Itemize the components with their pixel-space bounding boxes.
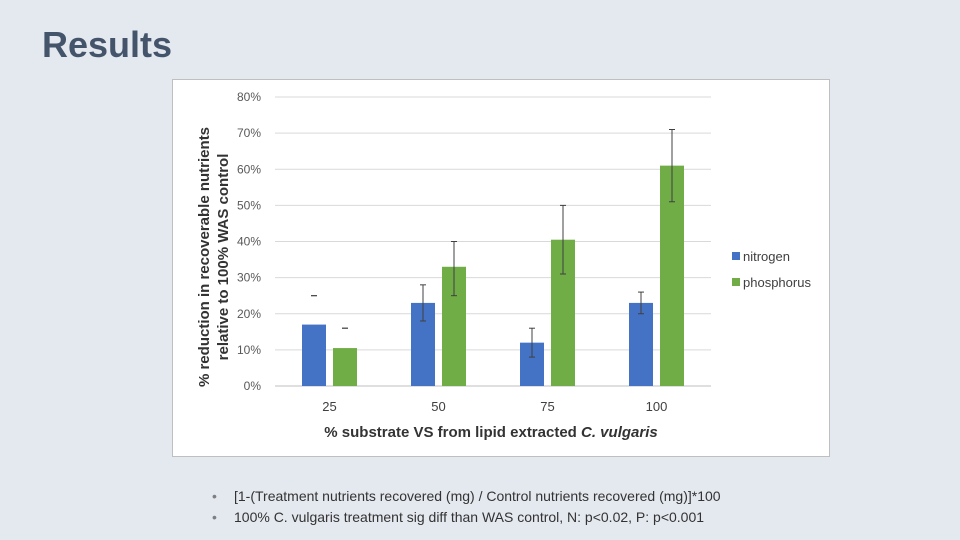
y-axis-label-line1: % reduction in recoverable nutrients — [196, 127, 213, 387]
x-tick-label: 100 — [646, 399, 668, 414]
legend-swatch-phosphorus — [732, 278, 740, 286]
y-tick-label: 70% — [237, 126, 261, 140]
y-tick-label: 40% — [237, 235, 261, 249]
bullet-glyph: • — [212, 509, 217, 525]
x-tick-label: 50 — [431, 399, 445, 414]
bar-chart: 0% 10% 20% 30% 40% 50% 60% 70% 80% 25 50 75 100 % re… — [196, 90, 811, 441]
bar-phosphorus-100 — [660, 165, 684, 386]
y-tick-label: 80% — [237, 90, 261, 104]
chart-container: 0% 10% 20% 30% 40% 50% 60% 70% 80% 25 50 75 100 % re… — [172, 79, 830, 457]
legend-swatch-nitrogen — [732, 252, 740, 260]
bar-nitrogen-100 — [629, 302, 653, 386]
y-axis-label-line2: relative to 100% WAS control — [215, 154, 232, 361]
note-text: [1-(Treatment nutrients recovered (mg) /… — [234, 488, 721, 504]
note-text: 100% C. vulgaris treatment sig diff than… — [234, 509, 705, 525]
y-tick-label: 60% — [237, 162, 261, 176]
note-item: • 100% C. vulgaris treatment sig diff tha… — [212, 507, 721, 528]
note-item: • [1-(Treatment nutrients recovered (mg) … — [212, 486, 721, 507]
notes-list: • [1-(Treatment nutrients recovered (mg) … — [212, 486, 721, 528]
x-tick-label: 75 — [540, 399, 554, 414]
y-tick-label: 20% — [237, 307, 261, 321]
legend-label-nitrogen: nitrogen — [743, 249, 790, 264]
legend-label-phosphorus: phosphorus — [743, 275, 811, 290]
bar-phosphorus-25 — [333, 348, 357, 386]
y-tick-label: 50% — [237, 198, 261, 212]
legend: nitrogen phosphorus — [732, 249, 811, 290]
bar-nitrogen-25 — [302, 324, 326, 386]
x-tick-label: 25 — [322, 399, 336, 414]
y-tick-label: 0% — [244, 379, 262, 393]
y-tick-label: 10% — [237, 343, 261, 357]
bullet-glyph: • — [212, 488, 217, 504]
y-tick-label: 30% — [237, 271, 261, 285]
x-axis-label: % substrate VS from lipid extracted C. v… — [324, 424, 657, 441]
slide-title: Results — [42, 24, 173, 65]
